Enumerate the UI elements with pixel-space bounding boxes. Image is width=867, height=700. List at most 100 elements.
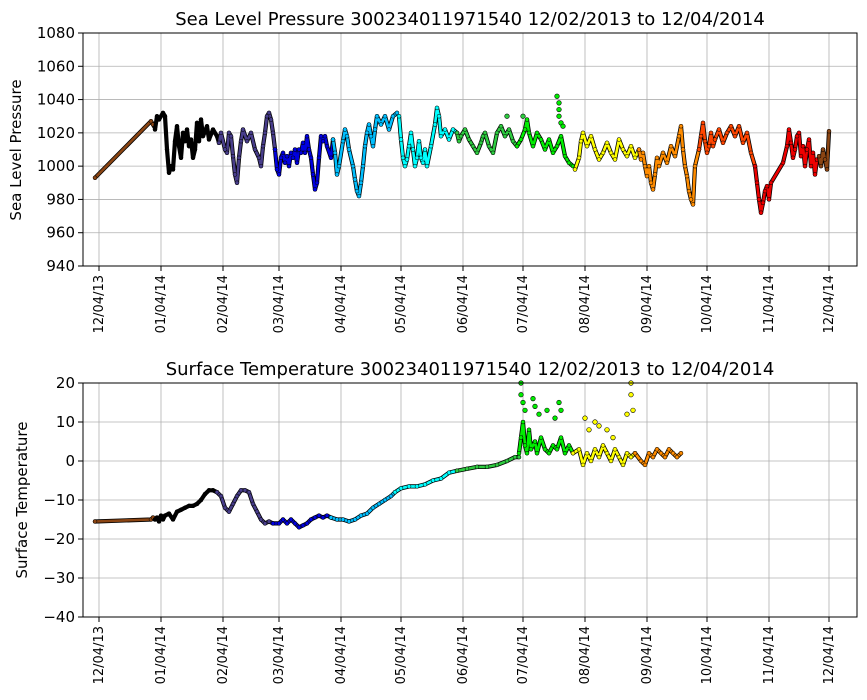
data-point bbox=[600, 443, 606, 448]
data-point bbox=[314, 180, 320, 186]
chart-title: Surface Temperature 300234011971540 12/0… bbox=[166, 359, 775, 380]
x-tick-label: 09/04/14 bbox=[640, 626, 655, 684]
data-point bbox=[322, 133, 328, 139]
data-point bbox=[230, 501, 236, 507]
data-point bbox=[456, 138, 462, 144]
data-point bbox=[616, 137, 622, 142]
data-point bbox=[576, 155, 582, 161]
y-tick-label: −40 bbox=[43, 608, 75, 626]
x-tick-label: 03/04/14 bbox=[272, 626, 287, 684]
data-point bbox=[562, 153, 568, 159]
data-point bbox=[566, 160, 572, 166]
data-point bbox=[518, 392, 524, 398]
data-point bbox=[756, 197, 762, 202]
data-point bbox=[300, 523, 306, 528]
data-point bbox=[180, 130, 186, 136]
data-point bbox=[660, 150, 666, 156]
data-point bbox=[458, 133, 464, 139]
data-point bbox=[172, 138, 178, 144]
data-point bbox=[414, 155, 420, 161]
data-point bbox=[546, 137, 552, 142]
data-point bbox=[190, 503, 196, 509]
data-point bbox=[584, 450, 590, 456]
data-point bbox=[604, 450, 610, 456]
data-point bbox=[334, 517, 340, 522]
data-point bbox=[538, 435, 544, 440]
data-point bbox=[234, 180, 240, 186]
data-point bbox=[512, 454, 518, 460]
data-point bbox=[582, 415, 588, 421]
data-point bbox=[556, 399, 562, 406]
data-point bbox=[532, 403, 538, 410]
data-point bbox=[446, 137, 452, 142]
data-point bbox=[370, 143, 376, 149]
data-point bbox=[684, 173, 690, 179]
series-line bbox=[571, 444, 637, 467]
data-point bbox=[356, 193, 362, 199]
data-point bbox=[762, 188, 768, 194]
data-point bbox=[554, 447, 560, 452]
data-point bbox=[330, 137, 336, 142]
data-point bbox=[292, 521, 298, 526]
plot-area-temperature: −40 −30 −20 −10 0 10 20 12/04/13 01/04/14 02/04/1… bbox=[43, 374, 858, 684]
data-point bbox=[704, 150, 710, 156]
data-point bbox=[520, 113, 526, 119]
data-point bbox=[542, 147, 548, 152]
data-point bbox=[344, 133, 350, 139]
data-point bbox=[360, 163, 366, 169]
data-point bbox=[562, 450, 568, 456]
data-point bbox=[206, 137, 212, 142]
data-point bbox=[168, 163, 174, 169]
data-point bbox=[276, 521, 282, 526]
data-point bbox=[760, 200, 766, 206]
data-point bbox=[804, 147, 810, 152]
data-point bbox=[554, 93, 560, 99]
data-point bbox=[148, 118, 154, 124]
data-point bbox=[608, 150, 614, 156]
data-point bbox=[790, 155, 796, 161]
data-point bbox=[502, 133, 508, 139]
data-point bbox=[678, 450, 684, 456]
data-point bbox=[240, 127, 246, 132]
x-tick-label: 06/04/14 bbox=[456, 275, 471, 333]
data-point bbox=[256, 155, 262, 161]
data-point bbox=[642, 163, 648, 169]
data-point bbox=[728, 123, 734, 129]
data-point bbox=[810, 150, 816, 156]
data-point bbox=[266, 110, 272, 116]
data-point bbox=[346, 147, 352, 152]
data-point bbox=[758, 210, 764, 215]
y-tick-label: −20 bbox=[43, 530, 75, 548]
data-point bbox=[680, 147, 686, 152]
data-point bbox=[806, 137, 812, 142]
data-point bbox=[516, 454, 522, 460]
data-point bbox=[324, 513, 330, 518]
data-point bbox=[642, 462, 648, 468]
data-point bbox=[720, 140, 726, 146]
data-point bbox=[430, 478, 436, 483]
y-axis-label: Surface Temperature bbox=[13, 422, 31, 579]
data-point bbox=[474, 150, 480, 156]
data-point bbox=[604, 140, 610, 146]
data-point bbox=[664, 160, 670, 166]
data-point bbox=[820, 147, 826, 152]
data-point bbox=[524, 450, 530, 456]
data-point bbox=[494, 462, 500, 468]
data-point bbox=[792, 147, 798, 152]
data-point bbox=[258, 163, 264, 169]
data-point bbox=[420, 160, 426, 166]
data-point bbox=[654, 155, 660, 161]
data-point bbox=[530, 396, 536, 402]
x-tick-label: 06/04/14 bbox=[456, 626, 471, 684]
data-point bbox=[160, 517, 166, 522]
data-point bbox=[490, 150, 496, 156]
data-point bbox=[378, 122, 384, 127]
y-tick-label: −30 bbox=[43, 569, 75, 587]
data-point bbox=[198, 497, 204, 503]
data-point bbox=[320, 515, 326, 520]
data-point bbox=[394, 110, 400, 116]
data-point bbox=[676, 133, 682, 139]
data-point bbox=[744, 130, 750, 136]
data-point bbox=[200, 133, 206, 139]
series-outline bbox=[696, 120, 758, 169]
